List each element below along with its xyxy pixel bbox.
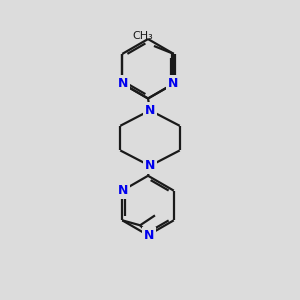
Text: N: N bbox=[144, 229, 154, 242]
Text: N: N bbox=[145, 104, 155, 117]
Text: N: N bbox=[118, 184, 128, 197]
Text: CH₃: CH₃ bbox=[132, 31, 153, 41]
Text: N: N bbox=[145, 159, 155, 172]
Text: N: N bbox=[168, 77, 178, 90]
Text: N: N bbox=[118, 77, 128, 90]
